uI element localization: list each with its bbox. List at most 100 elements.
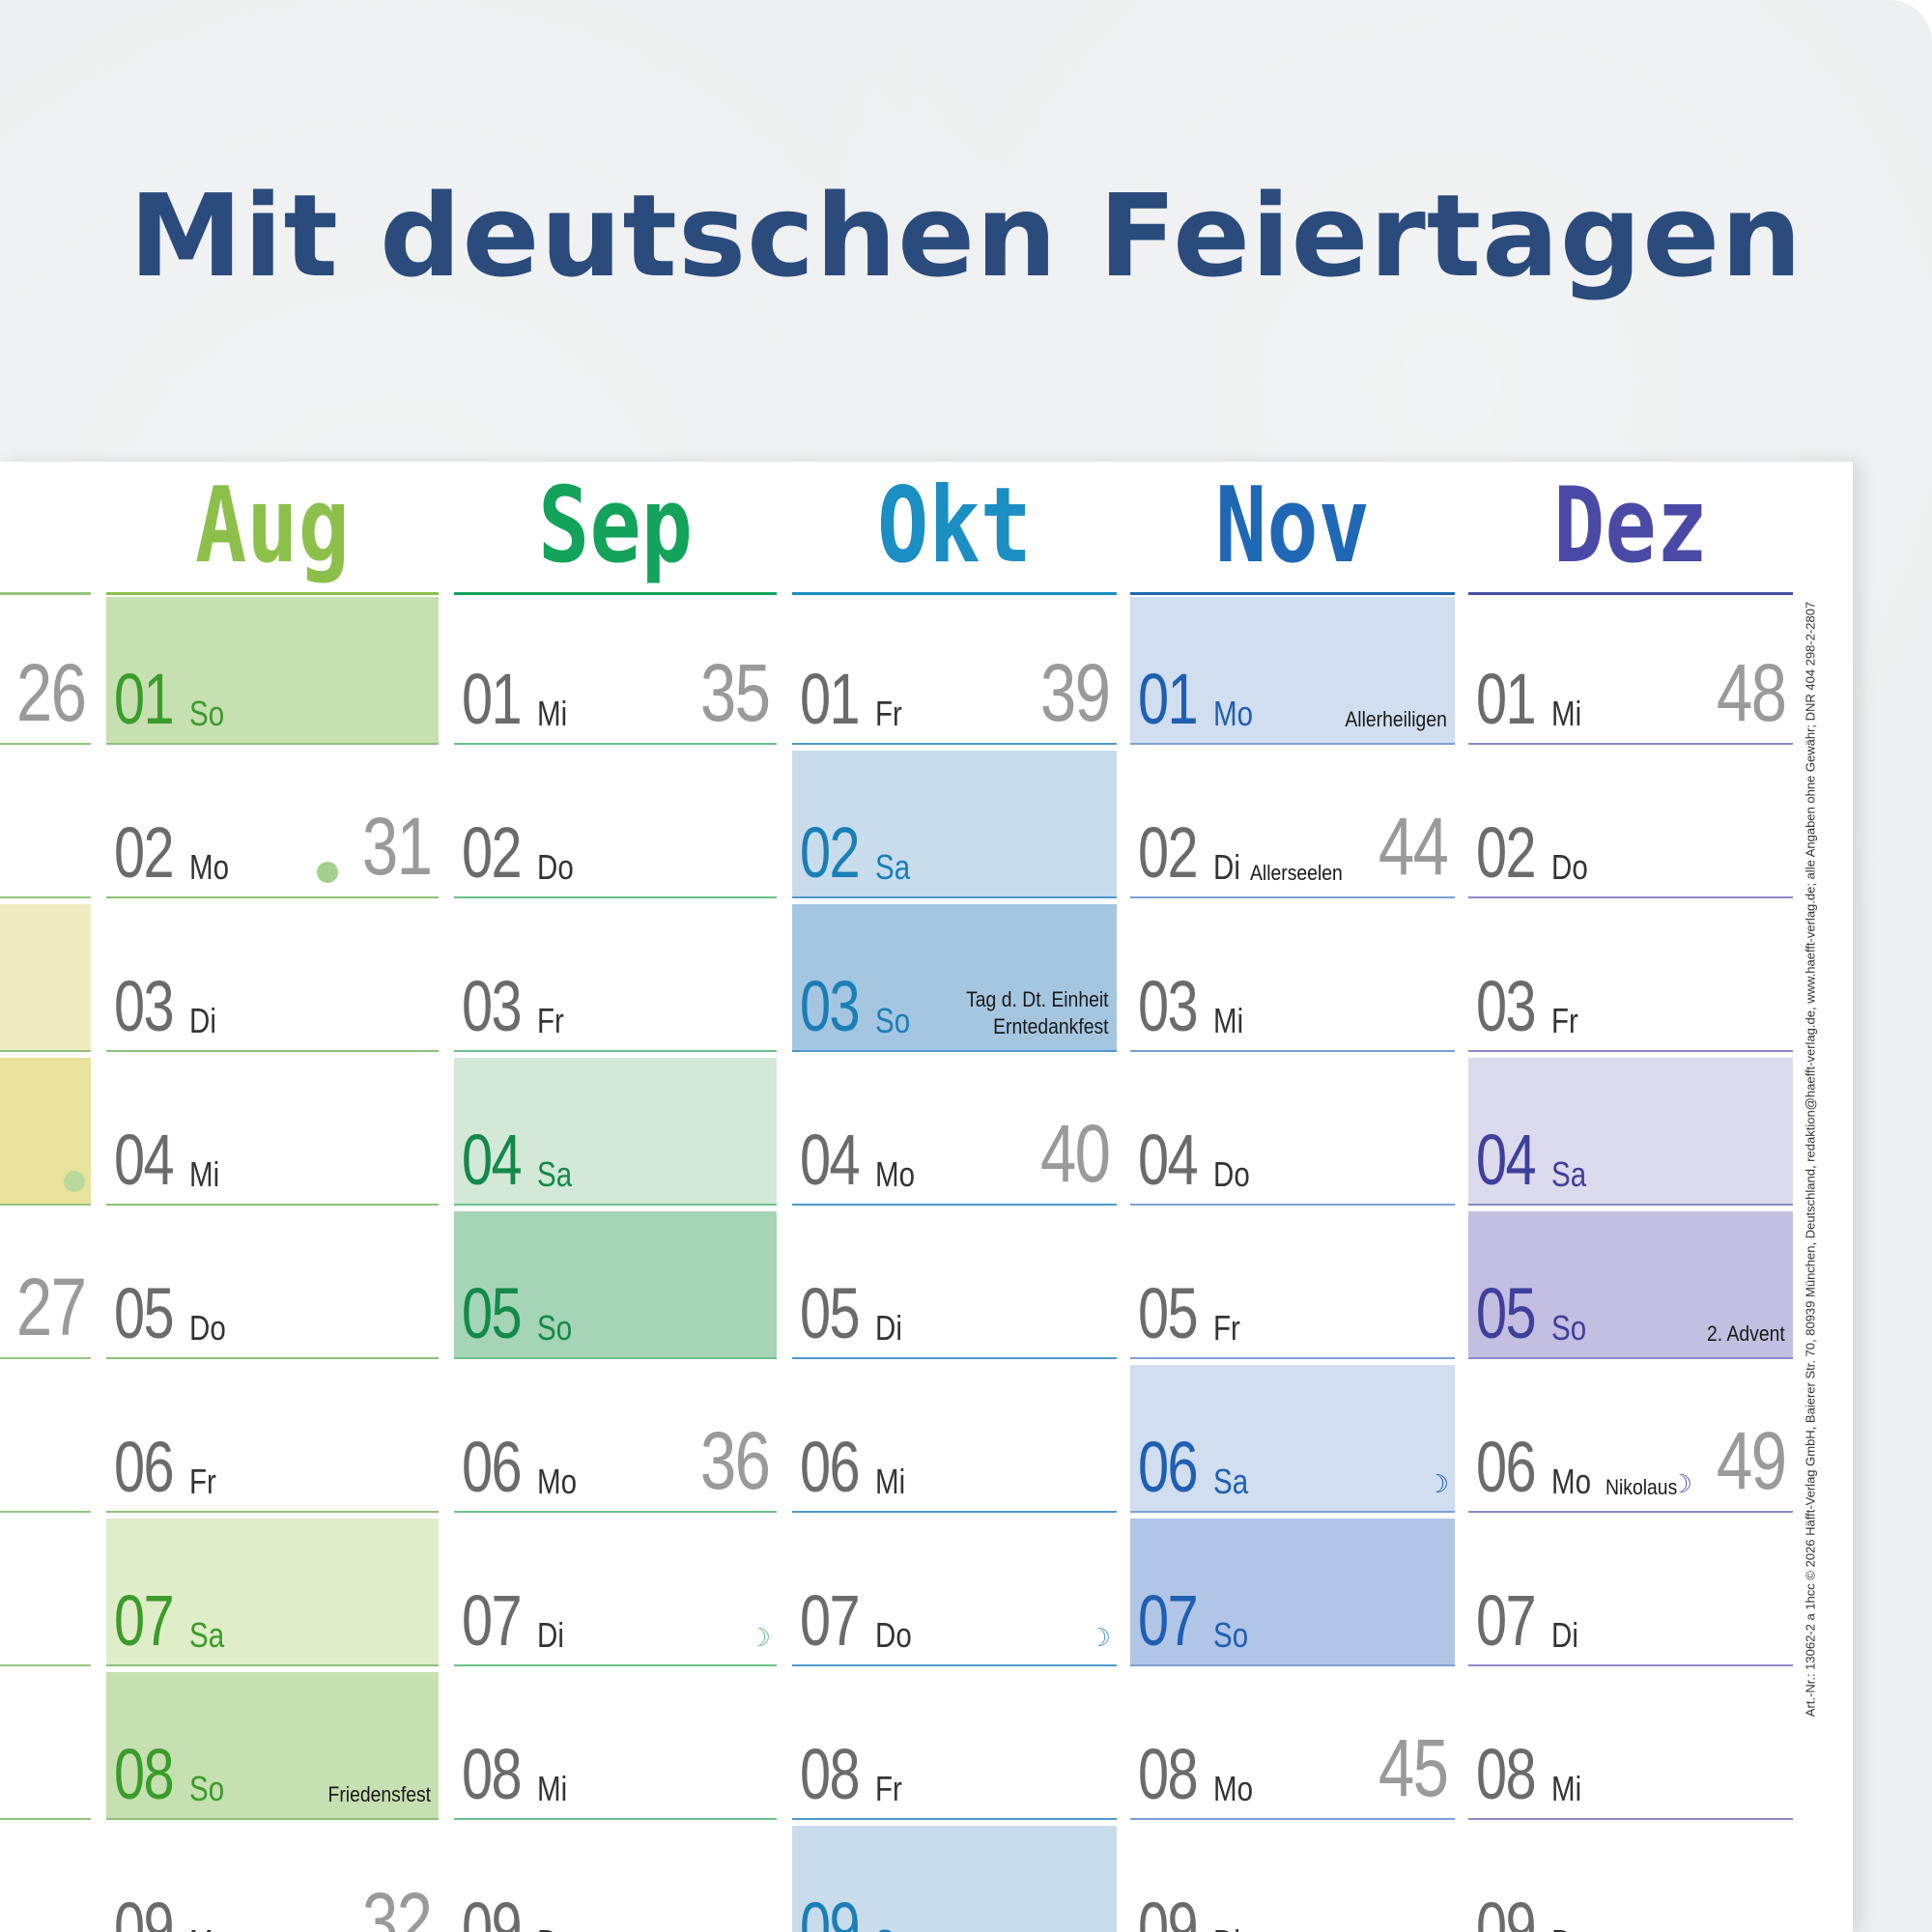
day-number: 02 (800, 812, 861, 893)
row-rule (1468, 1664, 1793, 1666)
day-number: 03 (800, 966, 861, 1046)
holiday-line: Erntedankfest (993, 1014, 1109, 1038)
day-number: 05 (1138, 1273, 1199, 1353)
day-number: 08 (800, 1734, 861, 1814)
day-number: 09 (800, 1888, 861, 1932)
weekday-label: So (189, 694, 225, 733)
day-cell: 05 Do (106, 1211, 439, 1359)
day-cell: 06 Fr (106, 1365, 439, 1513)
row-rule (106, 1511, 439, 1513)
weekday-label: Do (537, 847, 574, 887)
week-number: 44 (1378, 801, 1448, 892)
day-cell: 02 Sa (792, 751, 1117, 898)
day-cell: 08 Mo 45 (1130, 1672, 1455, 1820)
day-number: 09 (1476, 1888, 1537, 1932)
row-rule (792, 1818, 1117, 1820)
holiday-label: Tag d. Dt. Einheit Erntedankfest (967, 986, 1109, 1040)
row-rule (454, 1511, 777, 1513)
row-rule (1468, 743, 1793, 745)
row-rule (0, 1664, 91, 1666)
partial-day-cell (0, 1058, 91, 1206)
day-number: 06 (114, 1427, 175, 1507)
week-number: 36 (699, 1415, 770, 1506)
day-number: 07 (462, 1580, 523, 1661)
day-number: 03 (114, 966, 175, 1046)
weekday-label: Mo (189, 847, 230, 887)
month-header-sep: Sep (538, 466, 693, 586)
weekday-label: Mo (537, 1462, 578, 1501)
weekday-label: Mo (189, 1923, 229, 1932)
day-number: 01 (1476, 659, 1537, 739)
month-header-dez: Dez (1553, 466, 1708, 586)
day-cell: 01 Mi 48 (1468, 597, 1793, 745)
day-cell: 01 Fr 39 (792, 597, 1117, 745)
weekday-label: Mo (875, 1154, 916, 1194)
row-rule (792, 1204, 1117, 1206)
weekday-label: Mi (1213, 1001, 1244, 1040)
month-rule (106, 592, 439, 595)
weekday-label: Fr (537, 1001, 564, 1040)
month-header-aug: Aug (195, 466, 350, 586)
holiday-label: Nikolaus (1605, 1475, 1678, 1499)
day-cell: 04 Mo 40 (792, 1058, 1117, 1206)
day-cell: 02 Di 44 Allerseelen (1130, 751, 1455, 898)
day-number: 02 (462, 812, 523, 893)
day-cell: 08 Mi (454, 1672, 777, 1820)
moon-phase-icon: ☽ (1088, 1624, 1111, 1653)
moon-phase-icon: ☽ (1426, 1470, 1449, 1499)
day-cell: 01 So (106, 597, 439, 745)
weekday-label: Di (875, 1308, 902, 1348)
row-rule (1468, 1511, 1793, 1513)
weekday-label: Di (1551, 1615, 1578, 1655)
day-number: 05 (1476, 1273, 1537, 1353)
day-number: 05 (800, 1273, 861, 1353)
week-number: 26 (15, 647, 86, 738)
day-number: 05 (114, 1273, 175, 1353)
weekday-label: So (875, 1001, 911, 1040)
row-rule (792, 1050, 1117, 1052)
day-cell: 01 Mo Allerheiligen (1130, 597, 1455, 745)
day-cell: 09 Sa (792, 1826, 1117, 1932)
day-number: 09 (114, 1888, 175, 1932)
week-number: 48 (1716, 647, 1786, 738)
side-imprint: Art.-Nr.: 13062-2 a 1hcc © 2026 Häfft-Ve… (1800, 599, 1821, 1719)
day-cell: 09 Mo 32 (106, 1826, 439, 1932)
day-number: 09 (462, 1888, 523, 1932)
row-rule (792, 896, 1117, 898)
weekday-label: Sa (1213, 1462, 1249, 1501)
day-number: 06 (1138, 1427, 1199, 1507)
day-number: 01 (462, 659, 523, 739)
day-cell: 09 Do (1468, 1826, 1793, 1932)
day-cell: 08 Fr (792, 1672, 1117, 1820)
calendar-sheet: 26 27 Aug 01 So 02 Mo 31 03 Di 04 Mi 05 Do 06 Fr 07 Sa 08 S… (0, 462, 1853, 1932)
day-cell: 04 Mi (106, 1058, 439, 1206)
weekday-label: Sa (875, 1923, 910, 1932)
row-rule (1468, 1050, 1793, 1052)
month-rule (792, 592, 1117, 595)
day-number: 08 (1138, 1734, 1199, 1814)
row-rule (106, 1050, 439, 1052)
day-number: 02 (1138, 812, 1199, 893)
day-cell: 03 Di (106, 904, 439, 1052)
weekday-label: Fr (1213, 1308, 1240, 1348)
day-cell: 04 Sa (1468, 1058, 1793, 1206)
row-rule (454, 896, 777, 898)
holiday-label: Allerseelen (1250, 861, 1343, 885)
week-number: 45 (1378, 1722, 1448, 1813)
week-number: 35 (699, 647, 770, 738)
day-number: 06 (462, 1427, 523, 1507)
weekday-label: Do (189, 1308, 226, 1348)
day-cell: 03 Fr (1468, 904, 1793, 1052)
weekday-label: Do (875, 1615, 912, 1655)
day-number: 05 (462, 1273, 523, 1353)
day-cell: 08 Mi (1468, 1672, 1793, 1820)
row-rule (1468, 896, 1793, 898)
partial-day-cell (0, 1672, 91, 1820)
headline: Mit deutschen Feiertagen (128, 169, 1804, 302)
row-rule (0, 1357, 91, 1359)
day-number: 08 (462, 1734, 523, 1814)
partial-day-cell (0, 1519, 91, 1666)
day-number: 04 (462, 1120, 523, 1200)
day-cell: 06 Sa ☽ (1130, 1365, 1455, 1513)
row-rule (1130, 1357, 1455, 1359)
